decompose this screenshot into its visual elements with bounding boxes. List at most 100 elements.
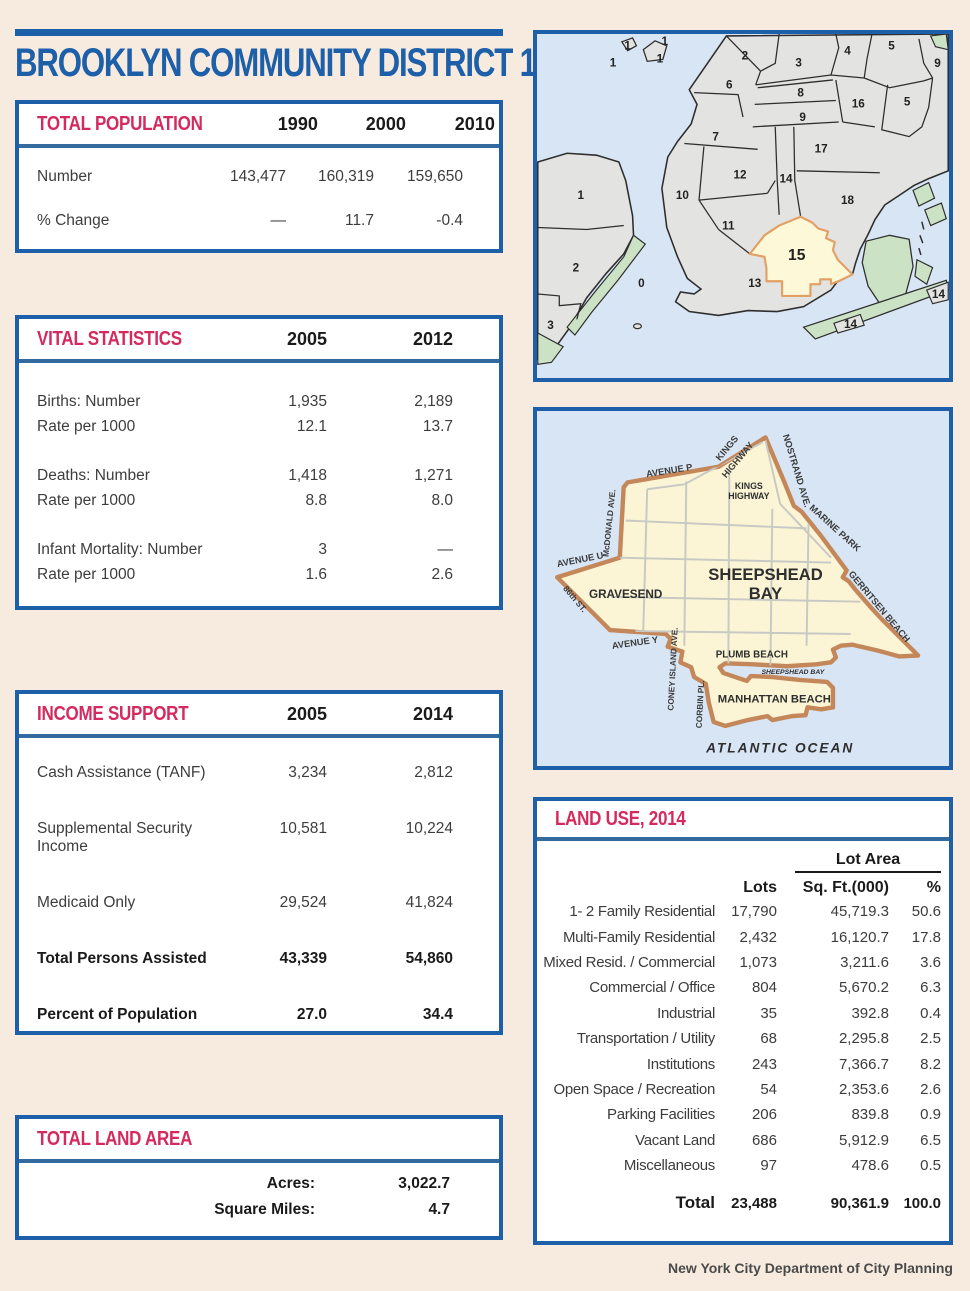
district-label-14: 14 xyxy=(932,288,946,301)
agency-credit: New York City Department of City Plannin… xyxy=(668,1260,953,1276)
bay-island xyxy=(924,202,947,227)
district-label-si-1: 1 xyxy=(578,189,585,202)
district-label-4: 4 xyxy=(844,45,851,58)
col-lots: Lots xyxy=(743,879,777,896)
cell-value: 160,319 xyxy=(317,168,374,185)
table-row-total: Total Persons Assisted 43,339 54,860 xyxy=(37,950,453,968)
table-row: Multi-Family Residential 2,432 16,120.7 … xyxy=(543,924,941,949)
table-row: Square Miles: 4.7 xyxy=(37,1201,450,1227)
table-row: Mixed Resid. / Commercial 1,073 3,211.6 … xyxy=(543,950,941,975)
table-row: Medicaid Only 29,524 41,824 xyxy=(37,894,453,912)
table-total-row: Total 23,488 90,361.9 100.0 xyxy=(543,1188,941,1218)
table-row: Births: Number 1,935 2,189 xyxy=(37,393,453,418)
district-label-17: 17 xyxy=(815,142,828,155)
table-header: TOTAL POPULATION 1990 2000 2010 xyxy=(19,104,499,148)
cell-value: 4.7 xyxy=(428,1201,450,1218)
cell-value: 0.9 xyxy=(920,1106,941,1124)
table-header: TOTAL LAND AREA xyxy=(19,1119,499,1163)
row-label: Total Persons Assisted xyxy=(37,950,207,967)
row-label: Deaths: Number xyxy=(37,467,150,484)
total-land-area-table: TOTAL LAND AREA Acres: 3,022.7 Square Mi… xyxy=(15,1115,503,1240)
row-label: Rate per 1000 xyxy=(37,566,136,583)
district-label-18: 18 xyxy=(841,194,855,207)
cell-value: 41,824 xyxy=(405,894,453,911)
row-label: Infant Mortality: Number xyxy=(37,541,203,558)
cell-value: 1,935 xyxy=(288,393,327,410)
coney-island-ave-label: CONEY ISLAND AVE. xyxy=(665,627,679,711)
row-label: Parking Facilities xyxy=(607,1106,715,1124)
cell-value: 11.7 xyxy=(344,212,374,229)
cell-value: 478.6 xyxy=(851,1157,889,1175)
district-label-9: 9 xyxy=(799,111,806,124)
land-use-table: LAND USE, 2014 Lot Area Lots Sq. Ft.(000… xyxy=(533,797,953,1245)
cell-value: 143,477 xyxy=(229,168,286,185)
district-label-2: 2 xyxy=(742,49,749,62)
year-column: 1990 xyxy=(277,113,318,134)
table-body: Lot Area Lots Sq. Ft.(000) % 1- 2 Family… xyxy=(537,841,949,1218)
brooklyn-landmass xyxy=(661,34,949,317)
table-row: Miscellaneous 97 478.6 0.5 xyxy=(543,1153,941,1178)
cell-value: 50.6 xyxy=(911,903,941,921)
cell-value: 2,189 xyxy=(414,393,453,410)
table-row: Infant Mortality: Number 3 — xyxy=(37,541,453,566)
cell-value: 5,670.2 xyxy=(838,979,889,997)
table-heading: TOTAL LAND AREA xyxy=(37,1127,193,1150)
district-label-16: 16 xyxy=(852,97,866,110)
cell-value: 1.6 xyxy=(305,566,327,583)
cell-value: 6.5 xyxy=(920,1131,941,1149)
table-row: Open Space / Recreation 54 2,353.6 2.6 xyxy=(543,1077,941,1102)
street-grid xyxy=(610,440,861,669)
row-label: Percent of Population xyxy=(37,1006,198,1023)
islet xyxy=(642,40,668,63)
atlantic-ocean-label: ATLANTIC OCEAN xyxy=(705,740,854,755)
cell-value: — xyxy=(270,212,287,229)
cell-value: 17,790 xyxy=(731,903,777,921)
table-row: Acres: 3,022.7 xyxy=(37,1175,450,1201)
cell-value: 54 xyxy=(760,1080,777,1098)
cell-value: 29,524 xyxy=(279,894,327,911)
row-label: % Change xyxy=(37,212,110,229)
district-label-si-2: 2 xyxy=(573,261,580,274)
rockaway-segment xyxy=(925,281,949,305)
year-column: 2005 xyxy=(287,703,328,724)
cell-value: 2,432 xyxy=(739,928,777,946)
cell-value: 23,488 xyxy=(731,1194,777,1212)
district-label-9: 9 xyxy=(934,57,941,70)
table-heading: VITAL STATISTICS xyxy=(37,327,182,350)
bay-island xyxy=(914,258,934,286)
row-label: Supplemental Security Income xyxy=(37,820,193,855)
year-column: 2000 xyxy=(365,113,406,134)
shore-park xyxy=(566,234,647,336)
cell-value: 2.6 xyxy=(920,1080,941,1098)
title-rule xyxy=(15,29,503,36)
district-label-8: 8 xyxy=(797,87,804,100)
table-row: Cash Assistance (TANF) 3,234 2,812 xyxy=(37,764,453,782)
cell-value: 2,295.8 xyxy=(838,1030,889,1048)
sheepshead-bay-label: SHEEPSHEAD xyxy=(708,565,822,584)
table-heading: INCOME SUPPORT xyxy=(37,702,189,725)
cell-value: 392.8 xyxy=(851,1004,889,1022)
cell-value: 686 xyxy=(751,1131,777,1149)
district-label-1: 1 xyxy=(662,35,669,48)
table-row: Rate per 1000 1.6 2.6 xyxy=(37,566,453,591)
cell-value: 3.6 xyxy=(920,953,941,971)
shore-park xyxy=(537,332,565,365)
district-label-0: 0 xyxy=(638,277,645,290)
cell-value: -0.4 xyxy=(436,212,463,229)
cell-value: 243 xyxy=(751,1055,777,1073)
islet xyxy=(620,37,638,52)
district-boundaries xyxy=(684,34,934,255)
year-column: 2005 xyxy=(286,328,327,349)
cell-value: 0.4 xyxy=(920,1004,941,1022)
cell-value: 5,912.9 xyxy=(838,1131,889,1149)
row-label: Industrial xyxy=(657,1004,715,1022)
table-heading: LAND USE, 2014 xyxy=(555,807,686,830)
table-row: Industrial 35 392.8 0.4 xyxy=(543,1001,941,1026)
district-label-11: 11 xyxy=(722,219,735,232)
cell-value: 12.1 xyxy=(296,418,327,435)
table-row: Supplemental Security Income 10,581 10,2… xyxy=(37,820,453,856)
total-population-table: TOTAL POPULATION 1990 2000 2010 Number 1… xyxy=(15,100,503,253)
table-row: Number 143,477 160,319 159,650 xyxy=(37,168,463,186)
row-label: Number xyxy=(37,168,93,185)
